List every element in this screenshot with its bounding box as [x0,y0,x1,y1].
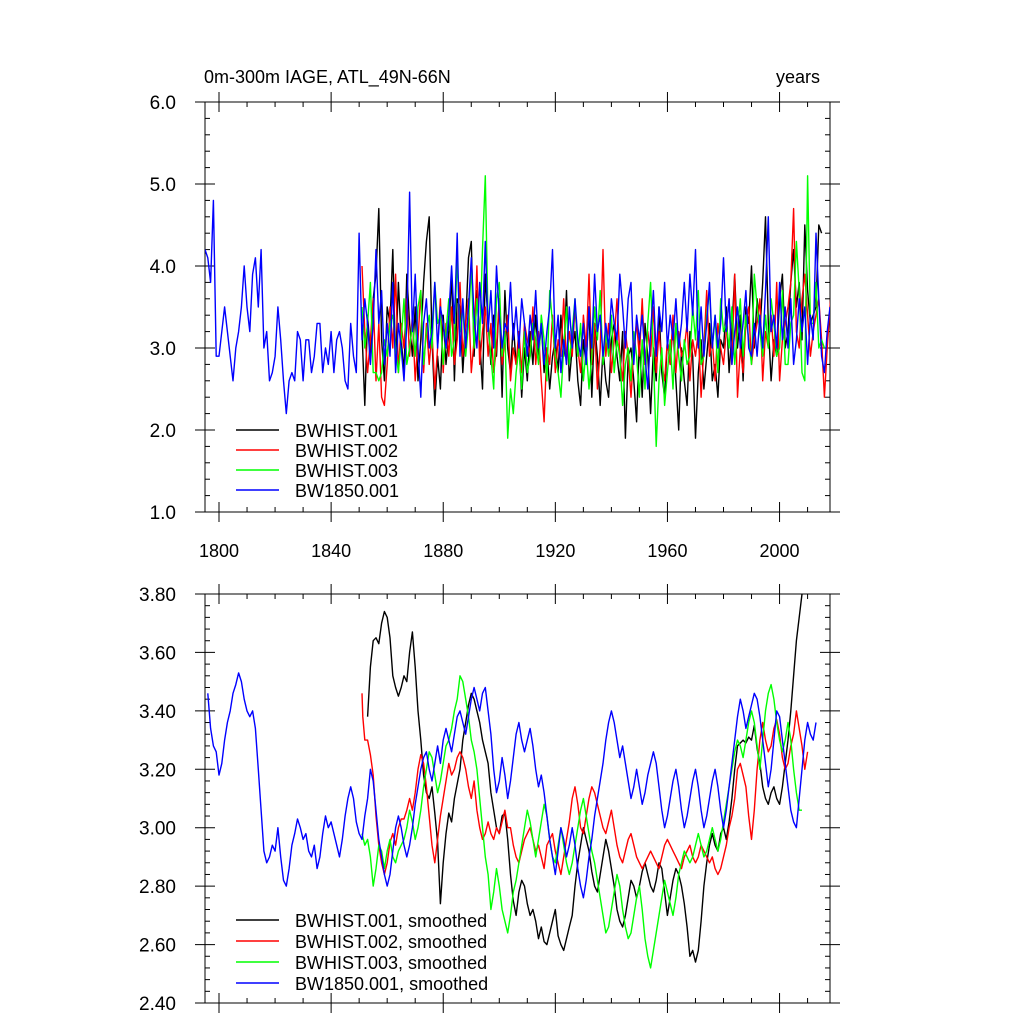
series-group [205,175,830,448]
y-tick-label: 3.20 [139,760,176,781]
y-tick-label: 2.80 [139,877,176,898]
plot-frame [204,593,831,1004]
legend-label: BWHIST.003, smoothed [295,953,487,973]
y-tick-label: 3.00 [139,819,176,840]
x-tick-label: 1880 [423,541,463,561]
y-tick-label: 5.0 [150,175,176,196]
legend-label: BW1850.001, smoothed [295,974,488,994]
x-tick-label: 1840 [311,541,351,561]
series-line-1 [366,594,803,963]
series-line-4 [205,191,830,415]
legend-label: BWHIST.002 [295,441,398,461]
series-line-2 [361,693,809,876]
bottom-panel: 2.40 2.60 2.80 3.00 3.20 3.40 3.60 3.80 BWHIST.0… [139,584,840,1015]
x-tick-label: 1920 [535,541,575,561]
y-tick-label: 2.60 [139,936,176,957]
legend-label: BW1850.001 [295,481,399,501]
y-tick-label: 3.40 [139,702,176,723]
series-line-4 [207,672,817,899]
y-tick-label: 2.0 [150,421,176,442]
x-tick-label: 1960 [647,541,687,561]
legend-label: BWHIST.001 [295,421,398,441]
panel-title-left: 0m-300m IAGE, ATL_49N-66N [204,67,451,88]
x-tick-label: 1800 [199,541,239,561]
legend-label: BWHIST.003 [295,461,398,481]
y-tick-label: 1.0 [150,503,176,524]
series-group [207,594,817,969]
y-tick-label: 3.0 [150,339,176,360]
x-tick-label: 2000 [760,541,800,561]
legend-label: BWHIST.002, smoothed [295,932,487,952]
y-tick-label: 3.80 [139,585,176,606]
y-tick-label: 2.40 [139,994,176,1015]
y-tick-label: 6.0 [150,93,176,114]
y-tick-label: 4.0 [150,257,176,278]
y-tick-label: 3.60 [139,643,176,664]
panel-title-right: years [776,67,820,87]
top-panel: 0m-300m IAGE, ATL_49N-66N years 1800 1840… [150,67,840,561]
legend-label: BWHIST.001, smoothed [295,911,487,931]
